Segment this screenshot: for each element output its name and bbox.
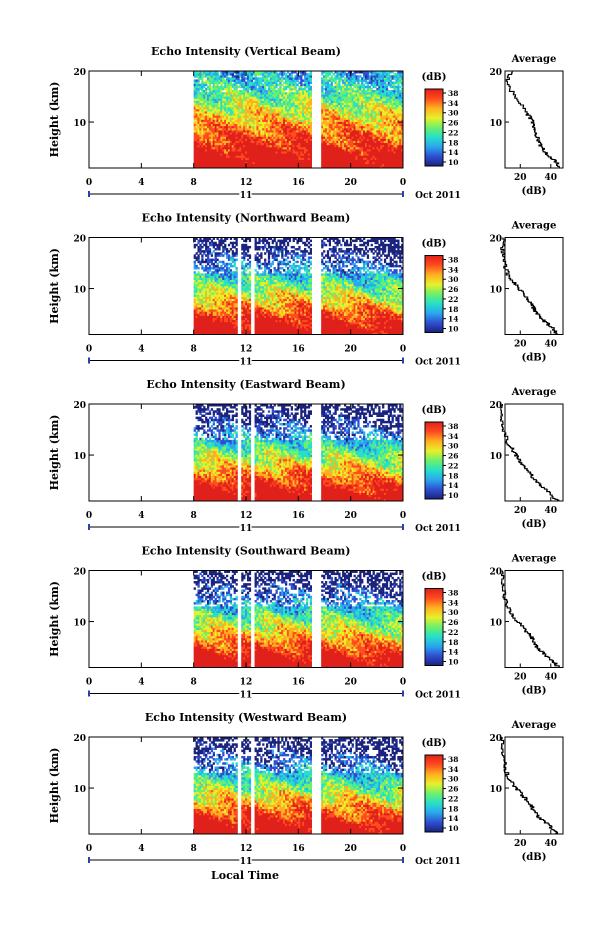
heatmap-cell: [296, 84, 298, 86]
heatmap-cell: [201, 79, 203, 81]
heatmap-cell: [279, 82, 281, 84]
panel-title: Echo Intensity (Vertical Beam): [151, 45, 341, 58]
heatmap-cell: [291, 90, 293, 92]
heatmap-cell: [279, 86, 281, 88]
heatmap-cell: [281, 75, 283, 77]
heatmap-cell: [209, 84, 211, 86]
heatmap-cell: [205, 84, 207, 86]
heatmap-cell: [197, 90, 199, 92]
heatmap-cell: [236, 88, 238, 90]
heatmap-cell: [247, 90, 249, 92]
heatmap-cell: [295, 82, 297, 84]
heatmap-cell: [251, 79, 253, 81]
heatmap-cell: [285, 73, 287, 75]
heatmap-cell: [201, 88, 203, 90]
heatmap-cell: [295, 86, 297, 88]
heatmap-cell: [274, 88, 276, 90]
heatmap-cell: [217, 73, 219, 75]
heatmap-cell: [232, 73, 234, 75]
heatmap-cell: [276, 82, 278, 84]
heatmap-cell: [281, 79, 283, 81]
heatmap-cell: [291, 75, 293, 77]
figure-canvas: Echo Intensity (Vertical Beam)0 4 8 12 16 20 0…: [0, 0, 616, 929]
heatmap-cell: [285, 88, 287, 90]
heatmap-cell: [260, 82, 262, 84]
panels: Echo Intensity (Vertical Beam)0 4 8 12 16 20 0…: [48, 45, 563, 867]
heatmap-cell: [255, 86, 257, 88]
heatmap-cell: [251, 75, 253, 77]
heatmap-cell: [264, 88, 266, 90]
heatmap-cell: [230, 82, 232, 84]
heatmap-cell: [220, 84, 222, 86]
heatmap-cell: [291, 73, 293, 75]
heatmap-cell: [296, 79, 298, 81]
heatmap-cell: [266, 77, 268, 79]
heatmap-cell: [237, 77, 239, 79]
heatmap-cell: [226, 75, 228, 77]
heatmap-cells: [194, 71, 404, 168]
heatmap-cell: [243, 79, 245, 81]
heatmap-cell: [220, 90, 222, 92]
heatmap-cell: [197, 79, 199, 81]
heatmap-cell: [255, 75, 257, 77]
heatmap-cell: [222, 77, 224, 79]
heatmap-cell: [230, 88, 232, 90]
heatmap-cell: [283, 90, 285, 92]
heatmap-cell: [236, 84, 238, 86]
heatmap-cell: [201, 77, 203, 79]
heatmap-cell: [276, 86, 278, 88]
heatmap-cell: [197, 82, 199, 84]
heatmap-cell: [281, 84, 283, 86]
heatmap-cell: [264, 86, 266, 88]
heatmap-cell: [295, 88, 297, 90]
heatmap-cell: [203, 86, 205, 88]
heatmap-cell: [205, 90, 207, 92]
heatmap-cell: [243, 75, 245, 77]
beam-panel-0: Echo Intensity (Vertical Beam)0 4 8 12 16 20 0…: [48, 45, 563, 201]
heatmap-cell: [277, 75, 279, 77]
heatmap-cell: [217, 84, 219, 86]
